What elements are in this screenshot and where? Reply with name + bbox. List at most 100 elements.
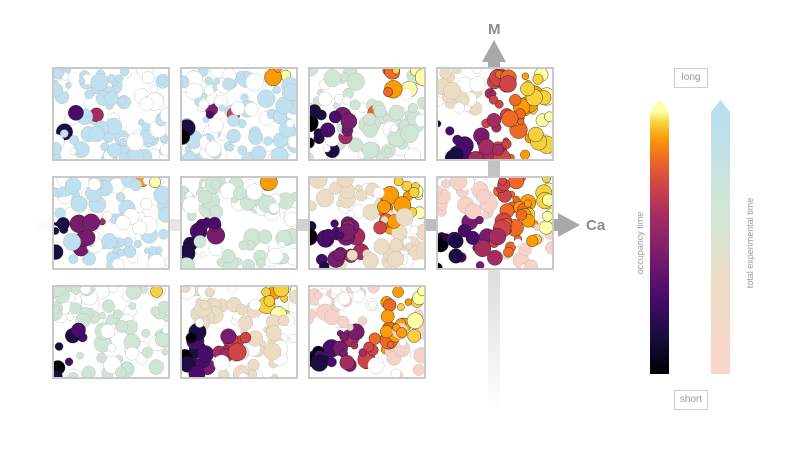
pore bbox=[64, 357, 74, 366]
pore bbox=[346, 323, 354, 331]
pore bbox=[501, 138, 512, 149]
pore bbox=[71, 322, 86, 338]
pore bbox=[69, 147, 77, 156]
pore bbox=[251, 145, 267, 160]
pore bbox=[397, 303, 405, 311]
pore bbox=[513, 238, 523, 248]
pore bbox=[185, 332, 197, 344]
pore bbox=[278, 315, 290, 327]
pore bbox=[392, 68, 400, 75]
pore bbox=[358, 316, 368, 326]
pore bbox=[520, 81, 535, 97]
m-axis-label: M bbox=[488, 21, 501, 38]
pore bbox=[198, 190, 213, 205]
pore bbox=[393, 177, 404, 186]
pore bbox=[314, 291, 323, 300]
pore bbox=[475, 189, 491, 204]
pore bbox=[383, 298, 397, 312]
pore bbox=[449, 147, 464, 160]
pore bbox=[230, 318, 238, 325]
pore bbox=[337, 292, 351, 306]
pore bbox=[68, 105, 84, 121]
pore bbox=[533, 223, 541, 231]
pore bbox=[323, 69, 342, 88]
pore bbox=[373, 104, 387, 118]
pore bbox=[53, 370, 63, 378]
experimental-time-colorbar bbox=[711, 112, 730, 374]
pore bbox=[337, 315, 350, 329]
pore bbox=[518, 242, 532, 257]
pore bbox=[498, 177, 507, 186]
pore bbox=[53, 286, 66, 297]
pore bbox=[238, 315, 254, 330]
pore bbox=[346, 249, 358, 261]
pore bbox=[160, 143, 169, 156]
pore bbox=[221, 249, 236, 264]
pore bbox=[441, 179, 451, 189]
pore bbox=[515, 209, 528, 221]
pore bbox=[439, 68, 452, 80]
pore bbox=[310, 353, 329, 372]
pore bbox=[205, 110, 214, 119]
pore bbox=[450, 177, 468, 191]
pore bbox=[400, 124, 419, 143]
pore bbox=[129, 178, 142, 191]
pore bbox=[542, 210, 553, 222]
pore bbox=[380, 325, 394, 339]
pore bbox=[368, 301, 377, 310]
pore bbox=[149, 84, 158, 94]
pore bbox=[532, 73, 544, 85]
pore bbox=[309, 200, 317, 212]
experimental-time-label: total experimental time bbox=[745, 197, 755, 289]
pore bbox=[319, 261, 330, 269]
pore bbox=[413, 347, 425, 364]
pore bbox=[387, 341, 395, 349]
pore bbox=[272, 85, 281, 95]
pore bbox=[134, 233, 142, 241]
pore bbox=[193, 235, 207, 249]
pore bbox=[285, 119, 295, 128]
pore bbox=[236, 303, 248, 316]
pore bbox=[340, 113, 358, 130]
pore bbox=[63, 232, 81, 251]
pore bbox=[273, 286, 290, 298]
pore bbox=[388, 104, 405, 121]
pore bbox=[125, 346, 140, 361]
pore bbox=[244, 102, 259, 117]
occupancy-colorbar-tip bbox=[650, 100, 669, 112]
pore bbox=[509, 94, 522, 107]
pore bbox=[392, 286, 404, 298]
pore bbox=[336, 200, 343, 208]
pore bbox=[412, 363, 425, 376]
panel-frame bbox=[52, 285, 170, 379]
pore bbox=[448, 233, 464, 249]
pore bbox=[282, 83, 297, 101]
pore bbox=[263, 136, 273, 146]
pore bbox=[107, 143, 122, 158]
pore bbox=[76, 351, 84, 360]
pore bbox=[349, 137, 364, 152]
pore bbox=[53, 244, 64, 260]
pore bbox=[415, 68, 425, 87]
panel-frame bbox=[52, 176, 170, 270]
pore bbox=[278, 241, 286, 248]
pore bbox=[128, 302, 137, 310]
pore bbox=[126, 133, 144, 151]
pore bbox=[210, 179, 221, 190]
pore bbox=[220, 328, 237, 345]
pore bbox=[408, 187, 420, 198]
pore bbox=[56, 217, 70, 231]
pore bbox=[247, 369, 258, 378]
pore bbox=[60, 129, 69, 138]
pore bbox=[139, 96, 154, 112]
pore bbox=[147, 254, 166, 269]
pore bbox=[339, 332, 349, 342]
pore bbox=[499, 75, 517, 93]
pore bbox=[257, 89, 276, 108]
pore bbox=[350, 341, 359, 350]
pore bbox=[115, 74, 124, 83]
pore bbox=[324, 237, 332, 246]
pore bbox=[53, 304, 60, 315]
pore bbox=[141, 328, 151, 338]
pore bbox=[326, 357, 337, 368]
